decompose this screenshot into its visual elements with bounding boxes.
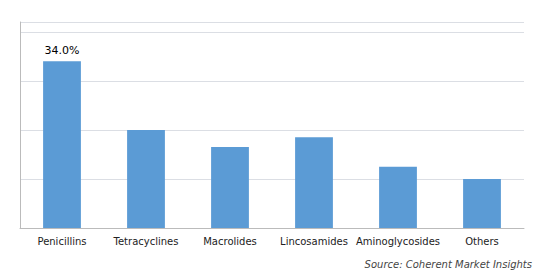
- svg-text:Source: Coherent Market Insigh: Source: Coherent Market Insights: [365, 259, 532, 270]
- svg-text:Macrolides: Macrolides: [203, 236, 257, 247]
- svg-text:Aminoglycosides: Aminoglycosides: [356, 236, 440, 247]
- svg-text:34.0%: 34.0%: [45, 44, 80, 57]
- svg-text:Penicillins: Penicillins: [37, 236, 86, 247]
- svg-text:Tetracyclines: Tetracyclines: [113, 236, 179, 247]
- svg-text:Lincosamides: Lincosamides: [280, 236, 348, 247]
- svg-text:Others: Others: [465, 236, 499, 247]
